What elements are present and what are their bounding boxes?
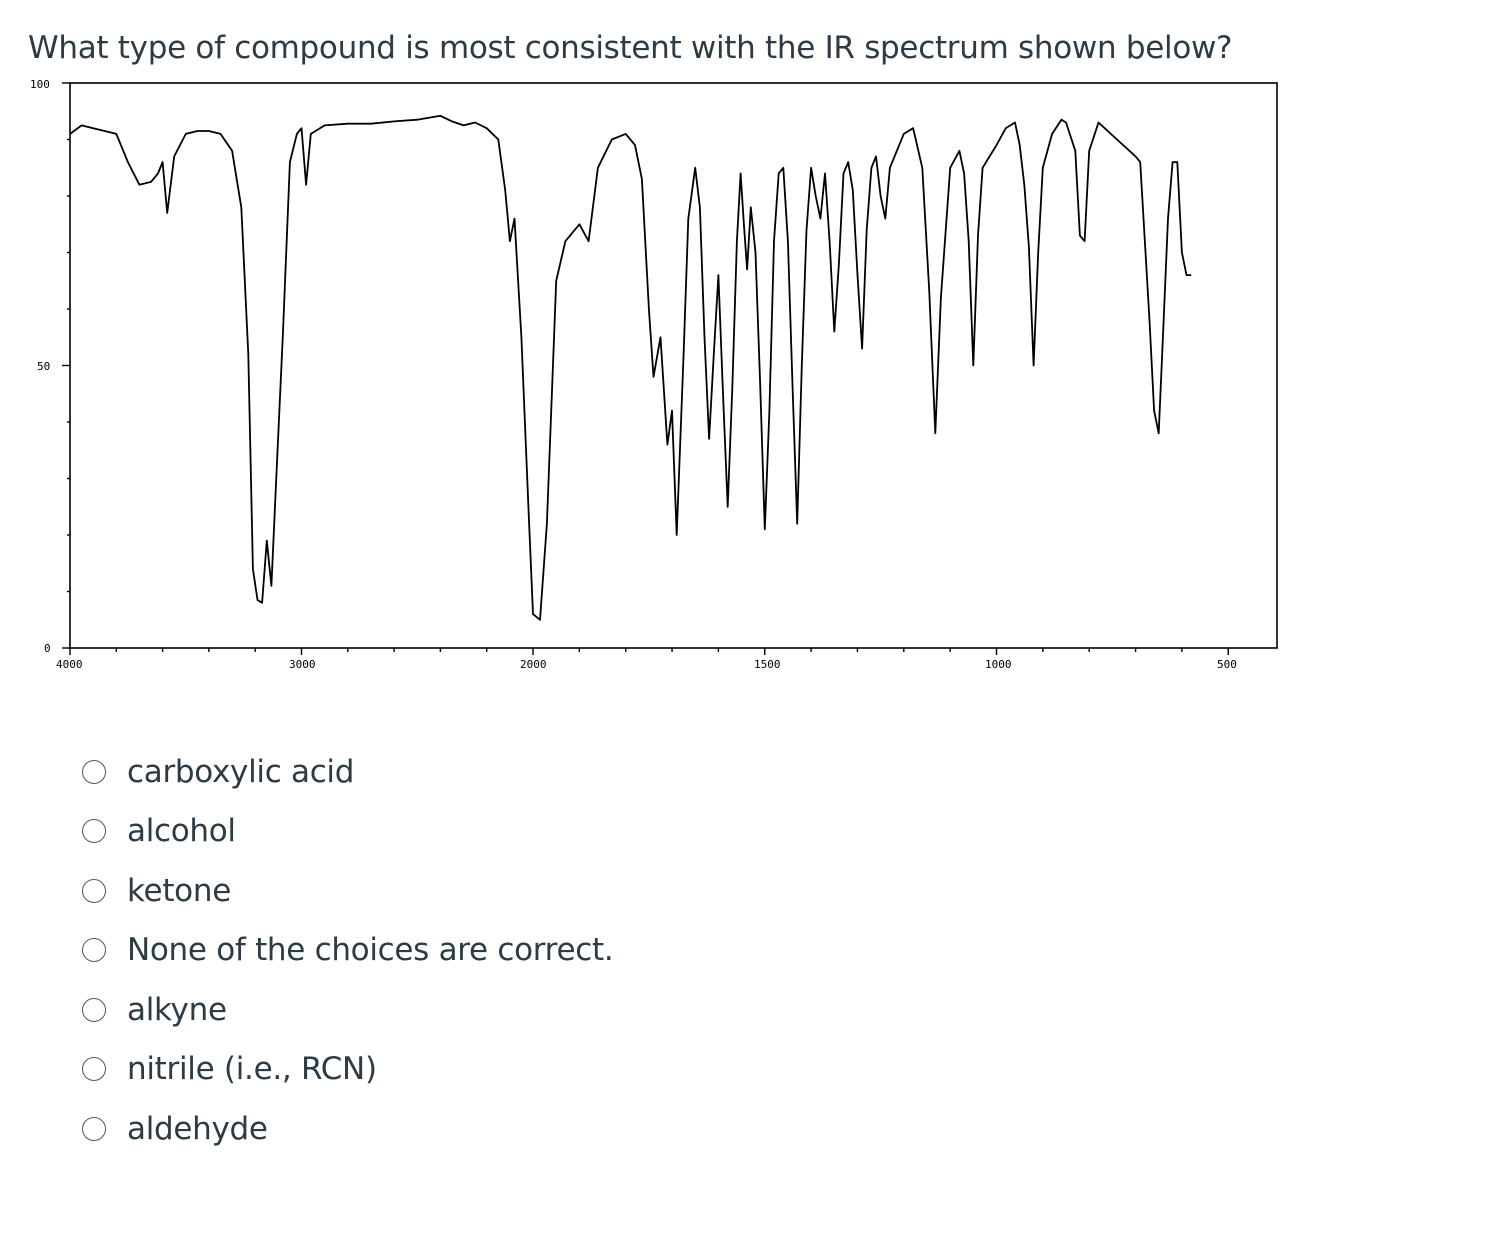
spectrum-line [69,114,1192,621]
radio-button[interactable] [82,759,106,784]
option-label: ketone [127,872,231,909]
option-none-correct[interactable]: None of the choices are correct. [82,921,614,981]
x-tick-label-2000: 2000 [520,658,547,671]
plot-frame [69,82,1278,649]
option-label: nitrile (i.e., RCN) [127,1051,377,1088]
x-tick-label-1500: 1500 [754,658,781,671]
question-text: What type of compound is most consistent… [28,30,1233,66]
option-label: aldehyde [127,1110,268,1147]
answer-options: carboxylic acid alcohol ketone None of t… [82,742,614,1159]
x-axis-ticks [69,648,1229,655]
ir-spectrum-chart: 100 50 0 4000 3000 2000 1500 1000 500 [0,70,1300,690]
option-ketone[interactable]: ketone [82,861,613,921]
radio-button[interactable] [82,938,106,963]
option-label: alcohol [127,813,236,850]
option-aldehyde[interactable]: aldehyde [82,1099,613,1159]
option-label: alkyne [127,991,227,1028]
radio-button[interactable] [82,878,106,903]
radio-button[interactable] [82,1057,106,1082]
option-nitrile[interactable]: nitrile (i.e., RCN) [82,1040,613,1100]
y-tick-label-0: 0 [44,642,51,655]
y-tick-label-50: 50 [37,360,50,373]
radio-button[interactable] [82,997,106,1022]
option-alcohol[interactable]: alcohol [82,802,613,862]
option-label: carboxylic acid [127,753,355,790]
x-tick-label-4000: 4000 [56,658,83,671]
y-axis-ticks [62,82,70,649]
option-alkyne[interactable]: alkyne [82,980,613,1040]
option-label: None of the choices are correct. [127,932,614,969]
x-tick-label-1000: 1000 [985,658,1012,671]
x-tick-label-500: 500 [1217,658,1237,671]
y-tick-label-100: 100 [30,78,50,91]
ir-spectrum-svg: 100 50 0 4000 3000 2000 1500 1000 500 [30,78,1278,671]
radio-button[interactable] [82,1116,106,1141]
radio-button[interactable] [82,819,106,844]
x-tick-label-3000: 3000 [289,658,316,671]
option-carboxylic-acid[interactable]: carboxylic acid [82,742,613,802]
